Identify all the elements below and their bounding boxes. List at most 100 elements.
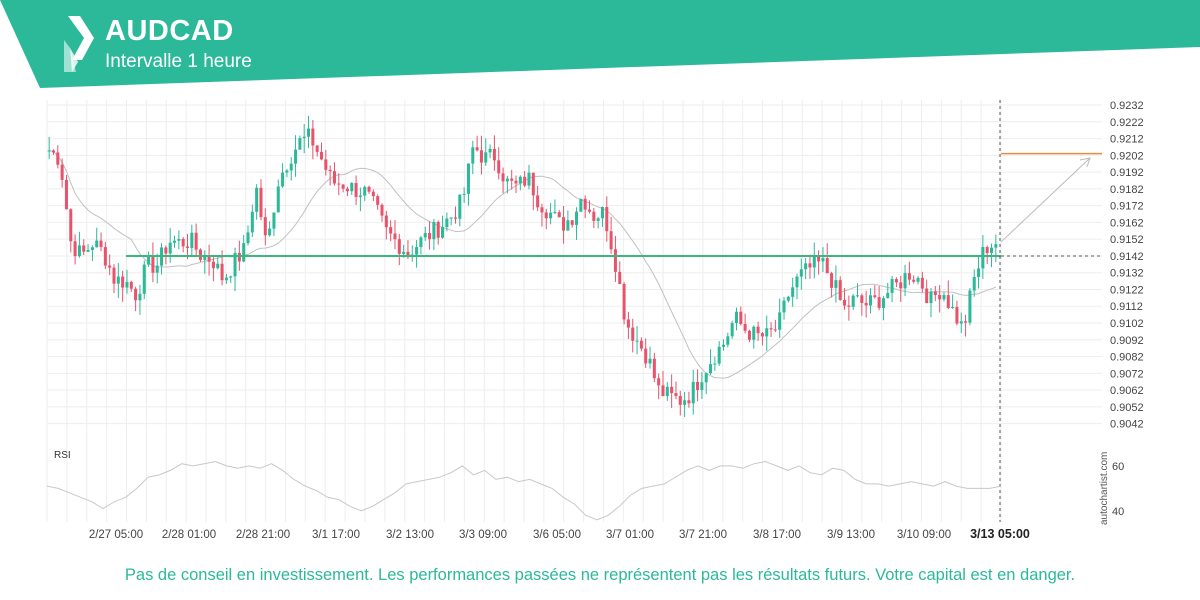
candle-body <box>332 171 336 184</box>
candle-body <box>955 306 959 324</box>
candle-body <box>587 209 592 212</box>
candle-body <box>808 263 812 268</box>
candle-body <box>90 247 94 251</box>
candle-body <box>380 204 384 216</box>
candle-body <box>938 295 942 300</box>
price-tick-label: 0.9172 <box>1110 201 1144 213</box>
candle-body <box>579 198 583 212</box>
candle-body <box>129 281 133 289</box>
candle-body <box>678 396 682 405</box>
candle-body <box>497 160 501 174</box>
price-tick-label: 0.9202 <box>1110 150 1144 162</box>
candle-body <box>613 249 617 272</box>
candle-body <box>479 150 483 163</box>
candle-body <box>164 247 168 254</box>
candle-body <box>730 323 734 337</box>
candle-body <box>618 271 622 284</box>
candle-body <box>791 287 795 297</box>
candle-body <box>237 252 241 262</box>
candle-body <box>765 328 769 337</box>
candle-body <box>441 227 445 238</box>
candle-body <box>644 348 648 364</box>
candle-body <box>868 295 872 306</box>
candle-body <box>402 251 406 254</box>
candle-body <box>605 207 609 232</box>
candle-body <box>709 364 713 374</box>
candle-body <box>345 188 349 192</box>
candle-body <box>155 265 159 273</box>
candle-body <box>103 247 107 266</box>
header-band <box>0 0 1200 88</box>
candle-body <box>428 233 432 240</box>
logo-icon <box>64 16 94 72</box>
candle-body <box>890 279 894 293</box>
candle-body <box>575 211 579 225</box>
candle-body <box>371 191 375 197</box>
candle-body <box>570 220 574 225</box>
candle-body <box>912 279 916 282</box>
candle-body <box>670 386 674 394</box>
candle-body <box>423 233 427 238</box>
candle-body <box>319 151 324 160</box>
candle-body <box>462 193 466 195</box>
candle-body <box>795 276 799 288</box>
price-tick-label: 0.9212 <box>1110 134 1144 146</box>
candle-body <box>432 221 436 240</box>
sma-line <box>49 150 996 379</box>
candle-body <box>268 228 272 236</box>
candle-body <box>147 256 151 265</box>
price-tick-label: 0.9152 <box>1110 234 1144 246</box>
candle-body <box>739 311 743 325</box>
candle-body <box>657 378 661 386</box>
candle-body <box>453 217 458 219</box>
candle-body <box>367 186 371 192</box>
candle-body <box>704 373 708 383</box>
price-tick-label: 0.9072 <box>1110 368 1144 380</box>
candle-body <box>121 276 125 288</box>
candle-body <box>773 329 777 331</box>
candle-body <box>847 305 851 307</box>
candle-body <box>99 240 103 248</box>
candle-body <box>471 147 475 164</box>
candle-body <box>696 381 700 390</box>
candle-body <box>920 277 924 289</box>
candle-body <box>977 268 981 277</box>
candle-body <box>778 312 782 330</box>
candle-body <box>985 247 989 253</box>
time-axis: 2/27 05:00 2/28 01:00 2/28 21:00 3/1 17:00 3… <box>89 527 1030 541</box>
candle-body <box>544 212 548 219</box>
candle-body <box>557 212 561 218</box>
candle-body <box>990 247 994 253</box>
candle-body <box>419 237 423 248</box>
candle-body <box>566 220 570 231</box>
candle-body <box>134 288 138 301</box>
candle-body <box>726 336 730 345</box>
candle-body <box>674 393 678 397</box>
candle-body <box>510 178 514 181</box>
candle-body <box>393 233 397 240</box>
candle-body <box>47 150 51 152</box>
candle-body <box>549 212 553 219</box>
candle-body <box>514 180 518 184</box>
candle-body <box>466 163 470 194</box>
candle-body <box>60 164 64 180</box>
candle-body <box>181 238 185 247</box>
candle-body <box>981 247 985 269</box>
candle-body <box>592 211 596 221</box>
candle-body <box>894 279 898 283</box>
moving-average-line <box>49 150 996 379</box>
candle-body <box>691 381 695 404</box>
candle-body <box>834 280 838 288</box>
price-tick-label: 0.9142 <box>1110 251 1144 263</box>
price-tick-label: 0.9132 <box>1110 268 1144 280</box>
candle-body <box>968 290 972 323</box>
candle-body <box>307 128 311 137</box>
candle-body <box>250 211 254 233</box>
price-tick-label: 0.9182 <box>1110 184 1144 196</box>
candle-body <box>397 239 401 254</box>
candle-body <box>752 326 756 340</box>
candle-body <box>324 159 328 170</box>
candle-body <box>281 172 285 187</box>
candle-body <box>56 152 60 165</box>
